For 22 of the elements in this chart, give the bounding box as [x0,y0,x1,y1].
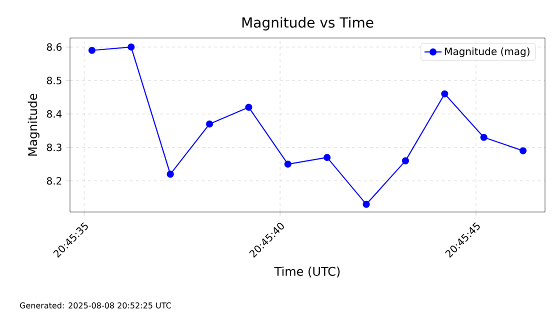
point [520,147,527,154]
point [324,154,331,162]
point [480,134,488,141]
point [441,90,448,98]
point [402,157,410,164]
point [362,200,370,208]
point [245,104,252,111]
point [88,46,96,54]
x-axis-title: Time (UTC) [274,266,340,278]
y-axis-title: Magnitude [28,94,40,156]
y-tick-label: 8.2 [46,177,62,185]
y-tick-label: 8.3 [46,144,62,152]
y-tick-label: 8.5 [46,76,62,84]
legend-label: Magnitude (mag) [445,47,530,58]
point [206,120,214,128]
text: Generated: 2025-08-08 20:52:25 UTC [20,302,171,308]
point [128,43,135,51]
chart-title: Magnitude vs Time [242,16,374,30]
y-tick-label: 8.6 [46,43,62,51]
y-tick-label: 8.4 [46,110,62,118]
point [166,170,174,178]
point [284,160,292,168]
